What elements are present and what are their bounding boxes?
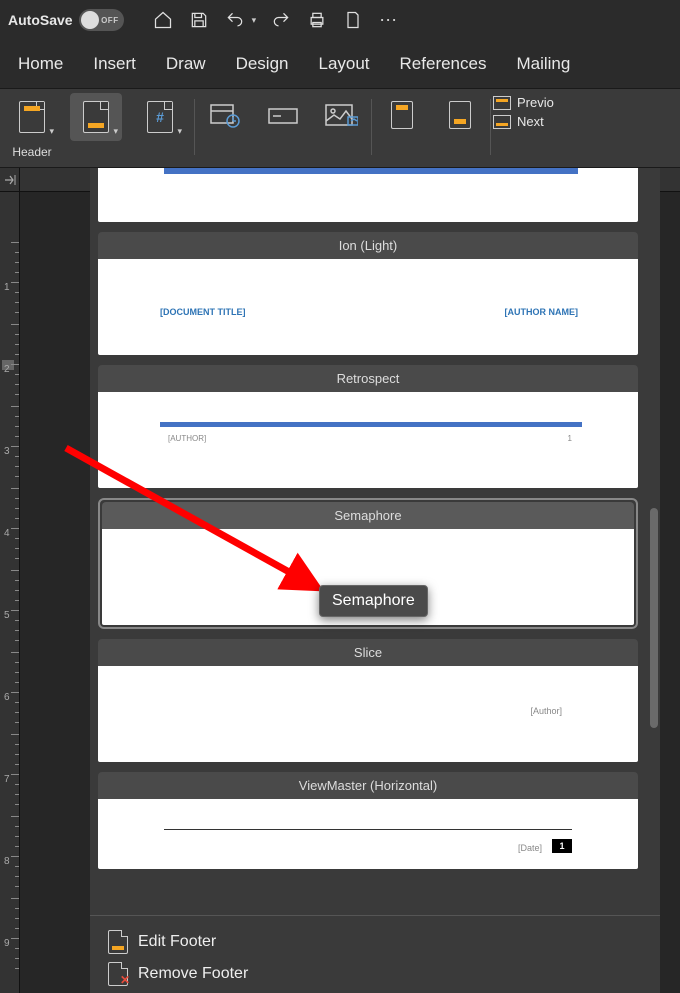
gallery-item-slice[interactable]: Slice [Author] bbox=[98, 639, 638, 762]
ruler-tick: 7 bbox=[4, 774, 10, 785]
goto-header-button[interactable] bbox=[378, 95, 426, 135]
undo-caret[interactable]: ▾ bbox=[252, 15, 257, 26]
tooltip: Semaphore bbox=[319, 585, 428, 617]
remove-footer-label: Remove Footer bbox=[138, 965, 248, 983]
autosave-label: AutoSave bbox=[8, 12, 73, 28]
home-icon[interactable] bbox=[152, 9, 174, 31]
remove-footer-icon: ✕ bbox=[108, 962, 128, 986]
ruler-tick: 9 bbox=[4, 938, 10, 949]
redo-icon[interactable] bbox=[270, 9, 292, 31]
footer-gallery: Ion (Light) [DOCUMENT TITLE] [AUTHOR NAM… bbox=[90, 168, 660, 993]
undo-icon[interactable] bbox=[224, 9, 246, 31]
pictures-button[interactable] bbox=[317, 95, 365, 135]
tab-mailings[interactable]: Mailing bbox=[516, 54, 570, 74]
navigation-stack: Previo Next bbox=[493, 89, 554, 129]
ruler-tick: 1 bbox=[4, 282, 10, 293]
next-icon bbox=[493, 115, 511, 129]
gallery-item-title: ViewMaster (Horizontal) bbox=[98, 772, 638, 799]
ruler-tick: 2 bbox=[4, 364, 10, 375]
header-label: Header bbox=[12, 145, 51, 159]
preview-date: [Date] bbox=[518, 843, 542, 853]
gallery-preview: [DOCUMENT TITLE] [AUTHOR NAME] bbox=[98, 259, 638, 355]
previous-icon bbox=[493, 96, 511, 110]
scrollbar-thumb[interactable] bbox=[650, 508, 658, 728]
title-bar: AutoSave OFF ▾ ⋯ bbox=[0, 0, 680, 40]
separator bbox=[194, 99, 195, 155]
preview-line bbox=[164, 829, 572, 830]
ruler-corner bbox=[0, 168, 20, 192]
next-button[interactable]: Next bbox=[493, 114, 554, 129]
insert-row bbox=[197, 89, 369, 141]
preview-page: 1 bbox=[552, 839, 572, 853]
autosave-control: AutoSave OFF bbox=[8, 9, 124, 31]
ribbon-tabs: Home Insert Draw Design Layout Reference… bbox=[0, 40, 680, 88]
gallery-footer-menu: Edit Footer ✕ Remove Footer bbox=[90, 915, 660, 993]
gallery-scrollbar[interactable] bbox=[650, 188, 658, 928]
document-icon[interactable] bbox=[342, 9, 364, 31]
preview-page: 1 bbox=[568, 434, 572, 443]
gallery-item-retrospect[interactable]: Retrospect [AUTHOR] 1 bbox=[98, 365, 638, 488]
gallery-item-ion-light[interactable]: Ion (Light) [DOCUMENT TITLE] [AUTHOR NAM… bbox=[98, 232, 638, 355]
ruler-tick: 3 bbox=[4, 446, 10, 457]
preview-doc-title: [DOCUMENT TITLE] bbox=[160, 307, 246, 317]
more-icon[interactable]: ⋯ bbox=[378, 9, 400, 31]
tab-layout[interactable]: Layout bbox=[318, 54, 369, 74]
ruler-tick: 6 bbox=[4, 692, 10, 703]
goto-footer-button[interactable] bbox=[436, 95, 484, 135]
footer-group: ▾ bbox=[64, 89, 128, 167]
tooltip-text: Semaphore bbox=[332, 592, 415, 609]
tab-draw[interactable]: Draw bbox=[166, 54, 206, 74]
gallery-item-partial[interactable] bbox=[98, 168, 638, 222]
header-button[interactable]: ▾ bbox=[6, 93, 58, 141]
quick-access-toolbar: ▾ ⋯ bbox=[152, 9, 401, 31]
footer-button[interactable]: ▾ bbox=[70, 93, 122, 141]
separator bbox=[490, 99, 491, 155]
preview-line bbox=[160, 422, 582, 427]
preview-author: [Author] bbox=[530, 706, 562, 716]
autosave-toggle[interactable]: OFF bbox=[79, 9, 124, 31]
page-number-button[interactable]: # ▾ bbox=[134, 93, 186, 141]
tab-insert[interactable]: Insert bbox=[93, 54, 136, 74]
tab-design[interactable]: Design bbox=[236, 54, 289, 74]
ribbon-toolbar: ▾ Header ▾ # ▾ bbox=[0, 88, 680, 168]
goto-row bbox=[374, 89, 488, 141]
gallery-item-title: Retrospect bbox=[98, 365, 638, 392]
ruler-tick: 4 bbox=[4, 528, 10, 539]
remove-footer-item[interactable]: ✕ Remove Footer bbox=[108, 958, 642, 990]
vertical-ruler[interactable]: 1 2 3 4 5 6 7 8 9 bbox=[0, 192, 20, 993]
edit-footer-label: Edit Footer bbox=[138, 933, 216, 951]
gallery-item-viewmaster[interactable]: ViewMaster (Horizontal) [Date] 1 bbox=[98, 772, 638, 869]
toggle-knob bbox=[81, 11, 99, 29]
header-group: ▾ Header bbox=[0, 89, 64, 167]
ruler-tick: 5 bbox=[4, 610, 10, 621]
next-label: Next bbox=[517, 114, 544, 129]
toggle-state: OFF bbox=[101, 16, 119, 25]
save-icon[interactable] bbox=[188, 9, 210, 31]
previous-button[interactable]: Previo bbox=[493, 95, 554, 110]
separator bbox=[371, 99, 372, 155]
ruler-tick: 8 bbox=[4, 856, 10, 867]
previous-label: Previo bbox=[517, 95, 554, 110]
workspace: 1 2 3 4 5 6 7 8 9 Ion (Light) [DOCUMENT TITLE] [… bbox=[0, 168, 680, 993]
gallery-preview: [Author] bbox=[98, 666, 638, 762]
gallery-preview: [Date] 1 bbox=[98, 799, 638, 869]
document-info-button[interactable] bbox=[259, 95, 307, 135]
gallery-item-title: Slice bbox=[98, 639, 638, 666]
tab-references[interactable]: References bbox=[400, 54, 487, 74]
preview-author: [AUTHOR] bbox=[168, 434, 206, 443]
gallery-item-title: Semaphore bbox=[102, 502, 634, 529]
date-time-button[interactable] bbox=[201, 95, 249, 135]
tab-home[interactable]: Home bbox=[18, 54, 63, 74]
edit-footer-icon bbox=[108, 930, 128, 954]
page-number-group: # ▾ bbox=[128, 89, 192, 167]
preview-author: [AUTHOR NAME] bbox=[505, 307, 579, 317]
gallery-item-title: Ion (Light) bbox=[98, 232, 638, 259]
gallery-preview: [AUTHOR] 1 bbox=[98, 392, 638, 488]
gallery-scroll[interactable]: Ion (Light) [DOCUMENT TITLE] [AUTHOR NAM… bbox=[90, 168, 646, 915]
edit-footer-item[interactable]: Edit Footer bbox=[108, 926, 642, 958]
print-icon[interactable] bbox=[306, 9, 328, 31]
